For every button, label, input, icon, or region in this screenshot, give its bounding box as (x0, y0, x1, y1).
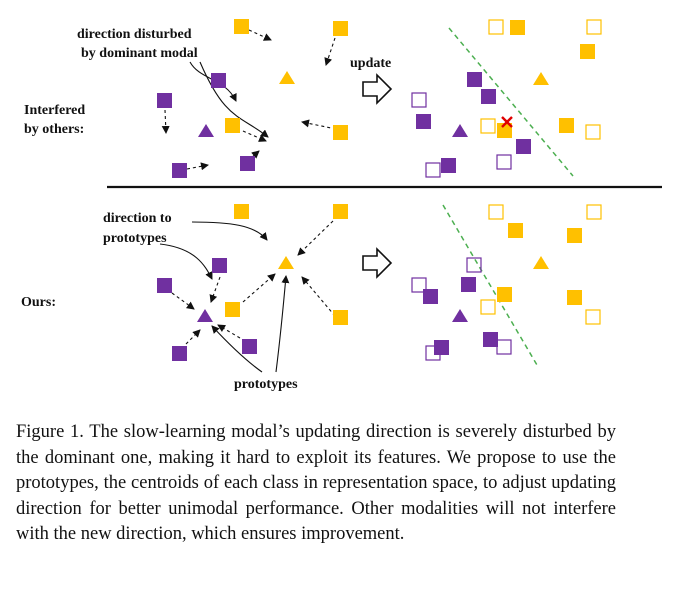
class-a-previous-position (496, 339, 512, 355)
prototype-leader-line (211, 325, 263, 373)
class-a-sample (157, 93, 172, 108)
class-a-prototype (452, 124, 468, 137)
top-row-label-line2: by others: (24, 122, 84, 137)
class-a-sample (423, 289, 438, 304)
class-b-previous-position (480, 118, 496, 134)
class-a-sample (416, 114, 431, 129)
class-a-previous-position (425, 345, 441, 361)
class-a-sample (434, 340, 449, 355)
dashed-arrow (209, 276, 221, 303)
class-a-sample (240, 156, 255, 171)
dashed-arrow (324, 37, 336, 66)
class-b-previous-position (488, 19, 504, 35)
class-b-sample (333, 204, 348, 219)
class-b-sample (567, 228, 582, 243)
update-direction-arrows (161, 29, 337, 171)
class-b-sample (225, 118, 240, 133)
class-b-previous-position (586, 19, 602, 35)
top-annotation-line1: direction disturbed (77, 27, 192, 42)
class-b-prototype (533, 256, 549, 269)
prototype-direction-arrows (171, 220, 336, 345)
prototypes-label: prototypes (234, 377, 298, 392)
class-a-previous-position (496, 154, 512, 170)
annotation-leader-line (159, 243, 213, 280)
dashed-arrow (301, 119, 337, 130)
class-a-sample (467, 72, 482, 87)
bottom-annotation-line1: direction to (103, 211, 172, 226)
class-b-previous-position (586, 204, 602, 220)
class-b-sample (225, 302, 240, 317)
class-b-previous-position (585, 124, 601, 140)
top-annotation-line2: by dominant modal (81, 46, 198, 61)
class-a-prototype (198, 124, 214, 137)
class-a-sample (211, 73, 226, 88)
class-b-sample (333, 310, 348, 325)
class-a-sample (481, 89, 496, 104)
class-b-sample (497, 287, 512, 302)
bottom-annotation-line2: prototypes (103, 231, 167, 246)
class-a-sample (157, 278, 172, 293)
class-a-previous-position (425, 162, 441, 178)
class-a-sample (212, 258, 227, 273)
class-b-sample (497, 123, 512, 138)
dashed-arrow (171, 292, 195, 310)
class-a-prototype (197, 309, 213, 322)
class-a-sample (172, 163, 187, 178)
update-arrow (362, 73, 393, 105)
dashed-arrow (242, 130, 267, 142)
annotation-leader-line (191, 221, 268, 241)
annotation-leader-line (199, 61, 269, 138)
class-a-sample (242, 339, 257, 354)
class-b-sample (567, 290, 582, 305)
prototype-leader-line (275, 275, 290, 373)
dashed-arrow (242, 273, 276, 303)
class-b-sample (234, 19, 249, 34)
class-b-sample (580, 44, 595, 59)
decision-boundary (448, 27, 574, 177)
class-b-previous-position (488, 204, 504, 220)
class-b-prototype (279, 71, 295, 84)
class-a-previous-position (411, 92, 427, 108)
figure-caption: Figure 1. The slow-learning modal’s upda… (16, 422, 616, 544)
decision-boundary (442, 204, 538, 366)
class-b-previous-position (480, 299, 496, 315)
dashed-arrow (301, 276, 336, 317)
class-b-sample (559, 118, 574, 133)
class-a-sample (461, 277, 476, 292)
dashed-arrow (185, 329, 201, 345)
bottom-panel: direction to prototypes Ours: prototypes (21, 204, 602, 392)
figure-diagram: direction disturbed by dominant modal In… (21, 19, 662, 392)
class-b-sample (333, 21, 348, 36)
class-a-sample (441, 158, 456, 173)
class-a-previous-position (411, 277, 427, 293)
class-a-sample (516, 139, 531, 154)
top-row-label-line1: Interfered (24, 103, 85, 118)
class-a-prototype (452, 309, 468, 322)
dashed-arrow (217, 324, 241, 339)
update-label: update (350, 56, 391, 71)
misclassified-cross-icon (501, 116, 513, 128)
class-b-prototype (533, 72, 549, 85)
class-b-sample (234, 204, 249, 219)
dashed-arrow (297, 220, 334, 256)
bottom-row-label: Ours: (21, 295, 56, 310)
class-a-sample (172, 346, 187, 361)
top-panel: direction disturbed by dominant modal In… (24, 19, 602, 178)
dashed-arrow (248, 29, 272, 41)
class-b-sample (333, 125, 348, 140)
update-arrow (362, 247, 393, 279)
class-b-previous-position (585, 309, 601, 325)
class-a-sample (483, 332, 498, 347)
dashed-arrow (186, 162, 209, 171)
class-b-sample (508, 223, 523, 238)
class-b-prototype (278, 256, 294, 269)
class-a-previous-position (466, 257, 482, 273)
class-b-sample (510, 20, 525, 35)
dashed-arrow (161, 109, 170, 134)
